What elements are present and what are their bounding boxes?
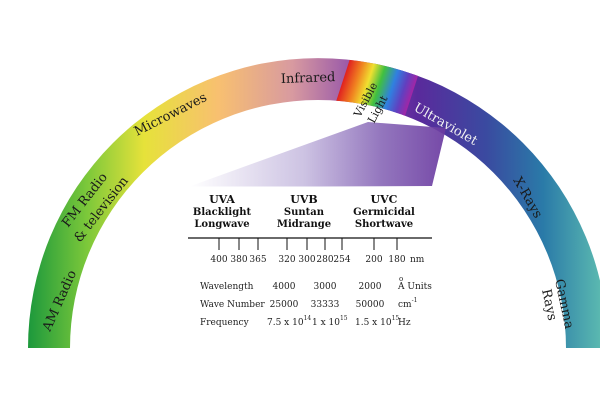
uv-band-uvc: UVC Germicidal Shortwave [353,193,415,230]
cell-frequency-uva: 7.5 x 1014 [267,315,311,328]
scale-tick-label: 200 [365,255,382,265]
unit-wave-number: cm-1 [398,297,417,310]
cell-wavelength-uvb: 3000 [314,282,337,292]
uvc-line2: Shortwave [355,219,413,230]
cell-frequency-uvb: 1 x 1015 [312,315,348,328]
scale-tick-label: 254 [333,255,350,265]
uvb-line1: Suntan [284,207,325,218]
uva-name: UVA [209,193,235,206]
uvc-name: UVC [371,193,398,206]
uv-band-uva: UVA Blacklight Longwave [193,193,252,230]
cell-wavelength-uva: 4000 [273,282,296,292]
label-infrared: Infrared [281,70,336,87]
uvc-line1: Germicidal [353,207,415,218]
uv-expansion-beam [188,122,446,187]
unit-frequency: Hz [398,318,411,328]
row-label-wave-number: Wave Number [200,300,265,310]
scale-tick-label: 180 [388,255,405,265]
scale-tick-label: 380 [230,255,247,265]
unit-cm-exp: -1 [412,297,418,304]
uva-line1: Blacklight [193,207,252,218]
angstrom-units: Units [405,282,433,292]
cell-wavelength-uvc: 2000 [359,282,382,292]
label-rays: Rays [538,288,559,322]
uva-line2: Longwave [194,219,249,230]
uvb-name: UVB [290,193,317,206]
scale-tick-label: 320 [278,255,295,265]
cell-wavenumber-uvc: 50000 [356,300,385,310]
spectrum-arc [28,58,600,348]
row-label-frequency: Frequency [200,318,250,328]
unit-cm: cm [398,300,412,310]
scale-tick-label: 400 [210,255,227,265]
cell-frequency-uvc: 1.5 x 1015 [355,315,399,328]
uvb-line2: Midrange [277,219,331,230]
scale-tick-label: 300 [298,255,315,265]
scale-tick-label: 280 [316,255,333,265]
cell-wavenumber-uva: 25000 [270,300,299,310]
row-label-wavelength: Wavelength [200,282,254,292]
scale-tick-label: 365 [249,255,266,265]
cell-wavenumber-uvb: 33333 [311,300,340,310]
angstrom-mark: o [399,275,403,283]
wavelength-scale: 400 380 365 320 300 280 254 200 180 [188,237,432,265]
scale-unit: nm [410,255,425,265]
uv-band-uvb: UVB Suntan Midrange [277,193,331,230]
angstrom-letter: A [397,282,405,292]
